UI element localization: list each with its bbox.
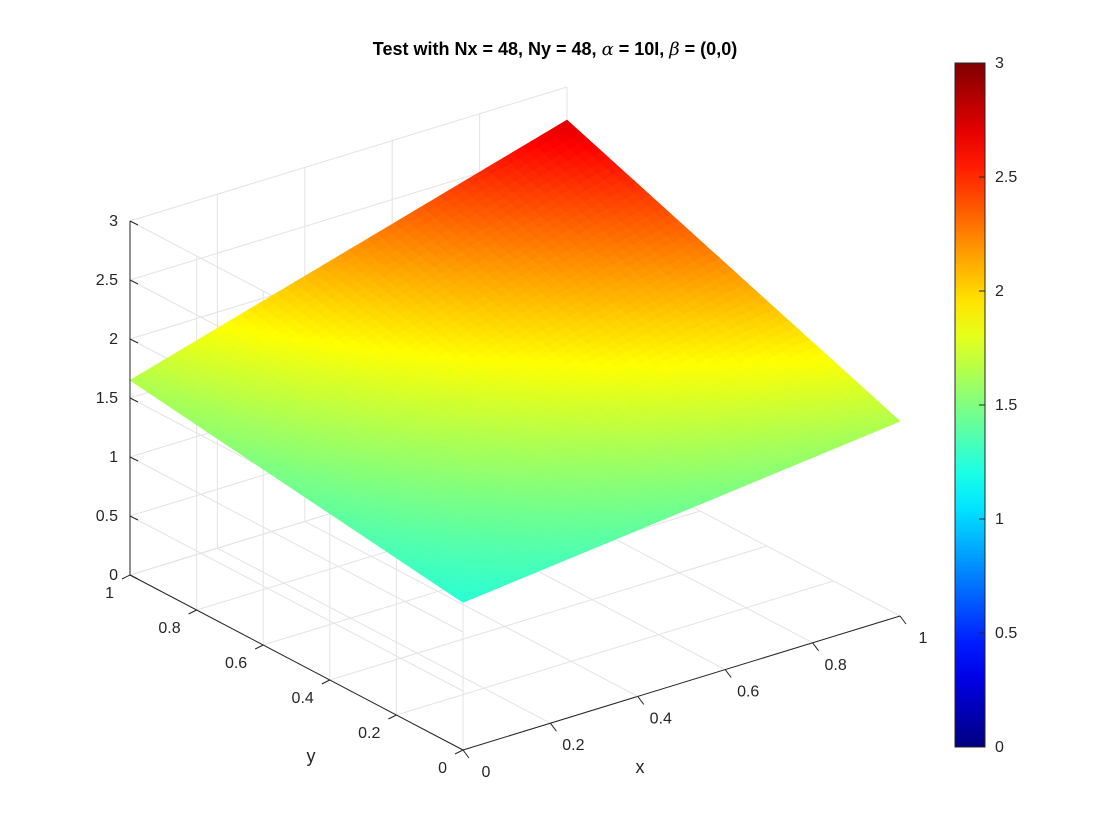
title-alpha-symbol: α xyxy=(602,39,614,60)
x-tick-label: 0.8 xyxy=(824,657,846,674)
x-tick-label: 0.2 xyxy=(562,737,584,754)
z-tick-label: 2.5 xyxy=(96,272,118,289)
z-tick-label: 0 xyxy=(109,567,118,584)
x-tick-mark xyxy=(462,749,470,759)
chart-title: Test with Nx = 48, Ny = 48, α = 10I, β =… xyxy=(373,39,737,60)
y-tick-mark xyxy=(454,749,464,755)
axis-ticks: 00.20.40.60.8100.20.40.60.8100.511.522.5… xyxy=(96,213,928,781)
x-tick-mark xyxy=(812,642,819,652)
surface-patch xyxy=(455,593,473,603)
y-tick-mark xyxy=(121,574,131,580)
y-axis-label: y xyxy=(307,746,316,766)
y-tick-mark xyxy=(388,714,397,720)
y-tick-label: 1 xyxy=(105,585,114,602)
x-tick-label: 0.6 xyxy=(737,684,759,701)
z-tick-mark xyxy=(129,338,139,344)
z-tick-label: 1 xyxy=(109,449,118,466)
z-tick-mark xyxy=(129,574,139,580)
y-tick-label: 0.2 xyxy=(358,725,380,742)
colorbar-tick-label: 0.5 xyxy=(995,625,1017,642)
x-tick-label: 0 xyxy=(482,764,491,781)
z-tick-label: 2 xyxy=(109,331,118,348)
surface-plot xyxy=(129,119,901,603)
x-axis-line xyxy=(462,615,901,751)
colorbar: 0 0.5 1 1.5 2 2.5 3 xyxy=(954,55,1017,756)
y-axis-line xyxy=(129,574,464,751)
colorbar-tick-label: 1.5 xyxy=(995,397,1017,414)
x-tick-mark xyxy=(550,722,557,732)
z-tick-label: 1.5 xyxy=(96,390,118,407)
title-alpha-rest: = 10I, xyxy=(614,39,670,59)
colorbar-tick-label: 2.5 xyxy=(995,169,1017,186)
x-tick-label: 1 xyxy=(919,630,928,647)
x-tick-mark xyxy=(637,696,645,705)
title-beta-symbol: β xyxy=(668,39,679,60)
z-tick-mark xyxy=(129,397,139,403)
z-tick-label: 3 xyxy=(109,213,118,230)
z-tick-mark xyxy=(129,220,139,226)
z-tick-mark xyxy=(129,456,139,462)
y-tick-label: 0.4 xyxy=(292,690,314,707)
y-tick-mark xyxy=(321,679,331,685)
y-tick-mark xyxy=(188,609,197,615)
title-prefix: Test with Nx = 48, Ny = 48, xyxy=(373,39,602,59)
z-tick-mark xyxy=(129,515,139,521)
y-tick-mark xyxy=(254,644,264,650)
x-tick-mark xyxy=(724,669,732,678)
colorbar-tick-label: 2 xyxy=(995,283,1004,300)
y-tick-label: 0.6 xyxy=(225,655,247,672)
y-tick-label: 0.8 xyxy=(158,620,180,637)
x-tick-label: 0.4 xyxy=(650,710,672,727)
x-tick-mark xyxy=(899,615,907,625)
colorbar-tick-label: 0 xyxy=(995,739,1004,756)
colorbar-tick-label: 1 xyxy=(995,511,1004,528)
colorbar-tick-label: 3 xyxy=(995,55,1004,72)
z-tick-mark xyxy=(129,279,139,285)
z-tick-label: 0.5 xyxy=(96,508,118,525)
y-tick-label: 0 xyxy=(438,760,447,777)
title-beta-rest: = (0,0) xyxy=(680,39,738,59)
x-axis-label: x xyxy=(636,757,645,777)
